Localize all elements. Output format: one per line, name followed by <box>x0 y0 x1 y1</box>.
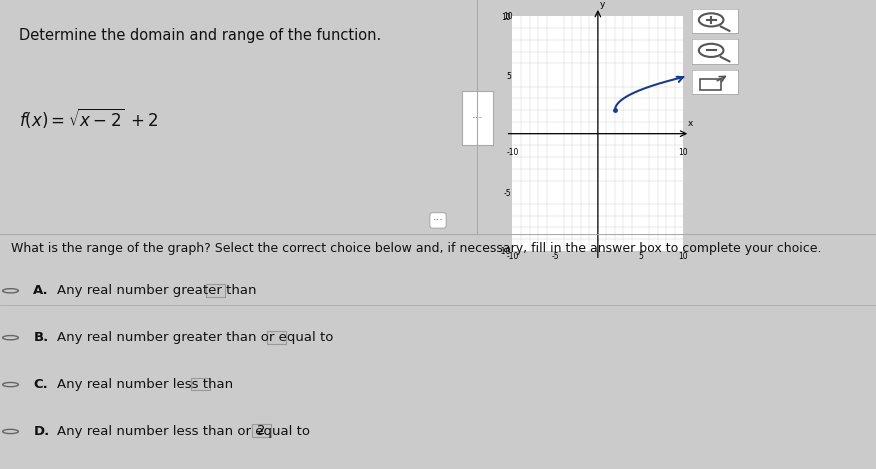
FancyBboxPatch shape <box>252 424 272 437</box>
Text: ···: ··· <box>472 113 483 123</box>
FancyBboxPatch shape <box>267 331 286 343</box>
Text: C.: C. <box>33 378 48 391</box>
Text: A.: A. <box>33 284 49 297</box>
Text: Any real number greater than or equal to: Any real number greater than or equal to <box>57 331 333 344</box>
Text: y: y <box>600 0 605 9</box>
Text: 10: 10 <box>679 148 688 157</box>
Text: $f(x) = \sqrt{x-2}\;+2$: $f(x) = \sqrt{x-2}\;+2$ <box>19 106 159 129</box>
FancyBboxPatch shape <box>191 378 210 390</box>
Text: B.: B. <box>33 331 48 344</box>
Text: x: x <box>688 119 693 128</box>
FancyBboxPatch shape <box>206 284 225 297</box>
Text: ···: ··· <box>433 215 443 226</box>
Text: Any real number less than or equal to: Any real number less than or equal to <box>57 425 310 438</box>
Text: 2: 2 <box>258 424 265 438</box>
Text: D.: D. <box>33 425 50 438</box>
Text: 10: 10 <box>503 12 512 21</box>
Text: Any real number greater than: Any real number greater than <box>57 284 257 297</box>
Text: Any real number less than: Any real number less than <box>57 378 233 391</box>
Text: What is the range of the graph? Select the correct choice below and, if necessar: What is the range of the graph? Select t… <box>11 242 821 255</box>
Text: -10: -10 <box>506 148 519 157</box>
Text: Determine the domain and range of the function.: Determine the domain and range of the fu… <box>19 28 382 43</box>
